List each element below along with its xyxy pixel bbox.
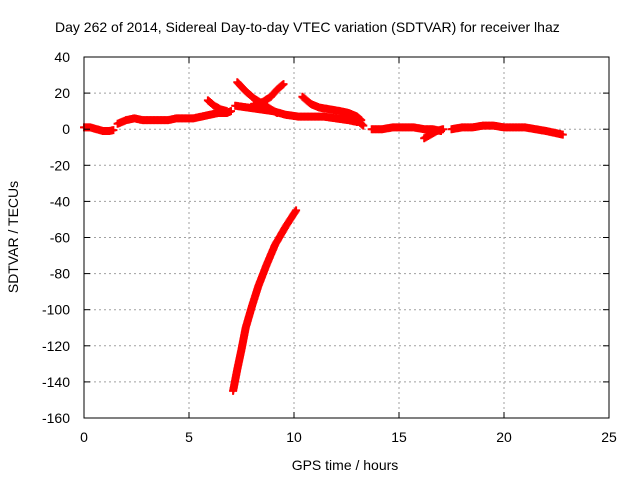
y-tick-label: -140 [42, 374, 70, 390]
y-tick-label: -120 [42, 338, 70, 354]
data-point [222, 107, 231, 116]
data-point [279, 80, 288, 89]
y-tick-label: -80 [50, 266, 70, 282]
x-tick-label: 5 [185, 429, 193, 445]
data-point [109, 126, 118, 135]
chart-title: Day 262 of 2014, Sidereal Day-to-day VTE… [55, 19, 560, 35]
x-axis-label: GPS time / hours [292, 457, 399, 473]
data-point [359, 121, 368, 130]
y-tick-label: 40 [54, 49, 70, 65]
y-tick-label: -100 [42, 302, 70, 318]
x-tick-label: 10 [286, 429, 302, 445]
data-points [80, 78, 567, 395]
data-point [229, 386, 238, 395]
x-tick-label: 0 [80, 429, 88, 445]
y-tick-label: -40 [50, 193, 70, 209]
axis-ticks [83, 56, 610, 419]
data-point [439, 125, 448, 134]
data-point [558, 130, 567, 139]
y-tick-label: 20 [54, 85, 70, 101]
data-point [273, 108, 282, 117]
y-tick-label: -160 [42, 410, 70, 426]
y-tick-labels: -160 -140 -120 -100 -80 -60 -40 -20 0 20 40 [42, 49, 70, 426]
y-tick-label: -60 [50, 230, 70, 246]
y-axis-label: SDTVAR / TECUs [5, 181, 21, 293]
y-tick-label: -20 [50, 157, 70, 173]
x-tick-label: 25 [601, 429, 617, 445]
x-tick-labels: 0 5 10 15 20 25 [80, 429, 617, 445]
y-tick-label: 0 [62, 121, 70, 137]
x-tick-label: 15 [391, 429, 407, 445]
x-tick-label: 20 [496, 429, 512, 445]
